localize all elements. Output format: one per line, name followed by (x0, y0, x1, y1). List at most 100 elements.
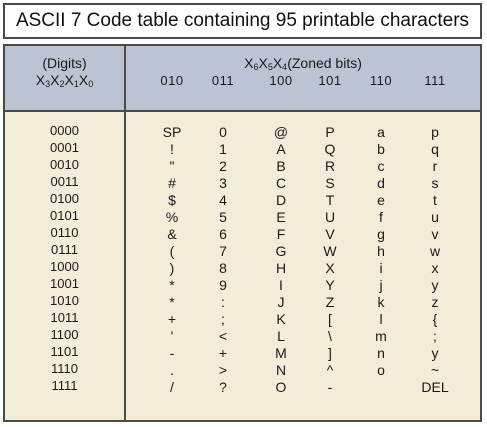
digit-code: 0101 (50, 208, 79, 223)
char-cell: W (323, 243, 337, 259)
char-column-101: P Q R S T U V W X Y Z[\] ^ - (308, 124, 352, 396)
char-cell: ) (169, 260, 175, 276)
char-cell: r (432, 158, 438, 174)
digits-header-line1: (Digits) (42, 55, 87, 71)
char-cell: @ (273, 124, 289, 140)
char-cell: 7 (219, 243, 227, 259)
ascii-table: (Digits) X3X2X1X0 X6X5X4(Zoned bits) 010… (3, 44, 482, 422)
zone-code-010: 010 (160, 73, 184, 88)
table-title: ASCII 7 Code table containing 95 printab… (3, 3, 482, 39)
char-cell: j (379, 277, 383, 293)
char-cell: d (377, 175, 385, 191)
char-cell: P (325, 124, 335, 140)
char-cell: I (279, 277, 283, 293)
char-cell: : (221, 294, 225, 310)
digit-code: 0100 (50, 191, 79, 206)
char-cell: T (325, 192, 335, 208)
char-cell: - (327, 379, 333, 395)
char-cell: M (275, 345, 287, 361)
char-cell: h (377, 243, 385, 259)
char-cell: ! (170, 141, 174, 157)
char-cell: { (432, 311, 438, 327)
char-cell: 8 (219, 260, 227, 276)
char-cell: O (275, 379, 287, 395)
char-cell: - (169, 345, 175, 361)
char-cell: S (325, 175, 335, 191)
char-cell: ' (170, 328, 174, 344)
digit-code: 1011 (50, 310, 79, 325)
digit-code: 1100 (50, 327, 79, 342)
header-band (5, 46, 480, 110)
digit-code: 0010 (50, 157, 79, 172)
digit-code: 1001 (50, 276, 79, 291)
char-cell: % (165, 209, 179, 225)
char-cell: ; (433, 328, 437, 344)
char-cell: i (379, 260, 383, 276)
char-column-011: 0 1 2 3 4 5 6 7 8 9:; < + >? (201, 124, 245, 396)
char-cell: / (170, 379, 174, 395)
digit-code: 0011 (50, 174, 79, 189)
char-cell: 3 (219, 175, 227, 191)
digit-code: 0111 (51, 242, 78, 257)
char-cell: y (431, 345, 439, 361)
char-cell: 0 (219, 124, 227, 140)
char-cell: Z (325, 294, 335, 310)
digit-code: 0001 (50, 140, 79, 155)
char-cell: < (218, 328, 228, 344)
char-cell: + (167, 311, 177, 327)
digit-code: 1111 (51, 378, 78, 393)
char-cell: 5 (219, 209, 227, 225)
char-cell: ^ (326, 362, 334, 378)
char-cell: A (276, 141, 286, 157)
char-column-010: SP! " # $% &() * * + ' -. / (150, 124, 194, 396)
zone-code-011: 011 (211, 73, 235, 88)
char-cell: SP (162, 124, 182, 140)
char-cell: E (276, 209, 286, 225)
char-cell: x (431, 260, 439, 276)
char-cell: R (324, 158, 336, 174)
char-cell: p (431, 124, 439, 140)
digit-code: 0110 (50, 225, 79, 240)
char-cell: v (431, 226, 439, 242)
table-title-text: ASCII 7 Code table containing 95 printab… (15, 10, 470, 31)
char-cell: f (379, 209, 383, 225)
char-cell: \ (328, 328, 332, 344)
char-cell: + (218, 345, 228, 361)
char-cell: C (275, 175, 287, 191)
char-cell: * (169, 294, 175, 310)
char-cell: a (377, 124, 385, 140)
char-cell: c (377, 158, 385, 174)
digit-code: 1110 (51, 361, 78, 376)
zone-code-110: 110 (369, 73, 393, 88)
char-cell: Q (324, 141, 336, 157)
char-cell: & (167, 226, 177, 242)
char-cell: U (324, 209, 336, 225)
column-divider (124, 46, 126, 420)
char-cell: t (433, 192, 437, 208)
char-cell: F (276, 226, 286, 242)
digits-header-line2: X3X2X1X0 (35, 72, 94, 89)
char-cell: m (375, 328, 387, 344)
char-cell: ~ (430, 362, 440, 378)
char-cell (359, 379, 403, 396)
char-cell: X (325, 260, 335, 276)
char-cell: [ (328, 311, 332, 327)
char-cell: z (431, 294, 439, 310)
digits-header: (Digits) X3X2X1X0 (5, 55, 124, 93)
char-cell: K (276, 311, 286, 327)
zone-code-101: 101 (318, 73, 342, 88)
char-cell: w (429, 243, 441, 259)
digit-code: 1000 (50, 259, 79, 274)
char-cell: 9 (219, 277, 227, 293)
char-column-100: @ A B C D E F G H I J K L M N O (259, 124, 303, 396)
char-cell: b (377, 141, 385, 157)
char-cell: N (275, 362, 287, 378)
header-divider (5, 110, 480, 112)
char-cell: o (377, 362, 385, 378)
char-cell: q (431, 141, 439, 157)
digit-codes-column: 0000 0001 0010 0011 0100 0101 0110 0111 1000 1001… (5, 122, 124, 394)
char-cell: g (377, 226, 385, 242)
zoned-bits-header: X6X5X4(Zoned bits) (244, 55, 362, 72)
char-cell: $ (168, 192, 176, 208)
